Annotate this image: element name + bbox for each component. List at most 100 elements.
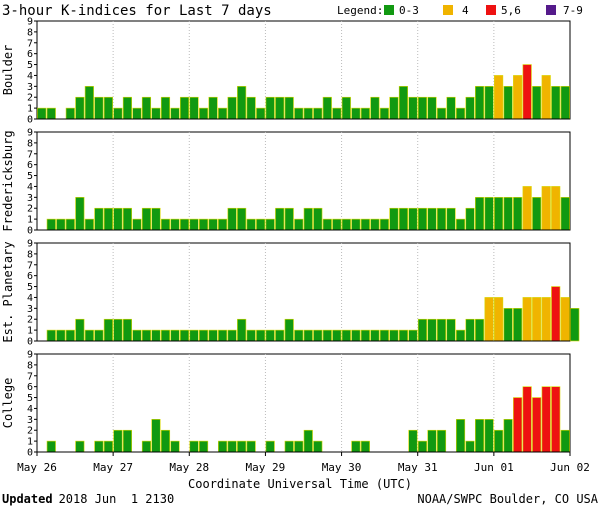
k-index-bar bbox=[218, 440, 228, 453]
k-index-bar bbox=[427, 318, 437, 342]
k-index-bar bbox=[551, 386, 561, 453]
y-tick-label: 9 bbox=[27, 239, 33, 250]
k-index-bar bbox=[46, 329, 56, 342]
legend-item-4: 4 bbox=[462, 4, 469, 17]
k-index-bar bbox=[322, 218, 332, 231]
y-tick-label: 1 bbox=[27, 215, 33, 226]
k-index-bar bbox=[341, 218, 351, 231]
y-tick-label: 2 bbox=[27, 204, 33, 215]
panel-label: College bbox=[1, 378, 15, 429]
k-index-bar bbox=[56, 218, 66, 231]
chart-title: 3-hour K-indices for Last 7 days bbox=[2, 3, 272, 19]
k-index-bar bbox=[446, 207, 456, 231]
x-tick-label: Jun 02 bbox=[550, 461, 590, 474]
y-tick-label: 5 bbox=[27, 393, 33, 404]
bar-series bbox=[46, 386, 570, 453]
k-index-bar bbox=[398, 329, 408, 342]
y-tick-label: 1 bbox=[27, 326, 33, 337]
k-index-bar bbox=[370, 96, 380, 120]
k-index-bar bbox=[465, 207, 475, 231]
y-tick-label: 8 bbox=[27, 249, 33, 260]
y-tick-label: 0 bbox=[27, 448, 33, 459]
k-index-bar bbox=[37, 107, 47, 120]
y-tick-label: 9 bbox=[27, 350, 33, 361]
k-index-bar bbox=[455, 419, 466, 453]
k-index-bar bbox=[227, 96, 237, 120]
updated-line: Updated 2018 Jun 1 2130 bbox=[2, 492, 174, 506]
k-index-bar bbox=[541, 186, 551, 231]
k-index-bar bbox=[446, 96, 456, 120]
k-index-bar bbox=[160, 429, 171, 453]
k-index-bar bbox=[360, 440, 370, 453]
k-index-bar bbox=[75, 197, 85, 231]
k-index-bar bbox=[522, 186, 532, 231]
k-index-bar bbox=[113, 207, 123, 231]
k-index-bar bbox=[160, 96, 171, 120]
k-index-bar bbox=[103, 207, 113, 231]
panels: 0123456789Boulder0123456789Fredericksbur… bbox=[1, 17, 580, 459]
x-tick-label: May 27 bbox=[93, 461, 133, 474]
k-index-bar bbox=[122, 429, 132, 453]
legend-swatch-5-6 bbox=[486, 5, 496, 15]
k-index-bar bbox=[370, 218, 380, 231]
y-tick-label: 0 bbox=[27, 115, 33, 126]
k-index-bar bbox=[141, 329, 152, 342]
k-index-bar bbox=[513, 197, 523, 231]
k-index-bar bbox=[351, 440, 361, 453]
k-index-bar bbox=[484, 419, 494, 453]
k-index-bar bbox=[436, 207, 447, 231]
y-tick-label: 2 bbox=[27, 93, 33, 104]
y-tick-label: 4 bbox=[27, 71, 33, 82]
k-index-bar bbox=[351, 107, 361, 120]
k-index-bar bbox=[341, 329, 351, 342]
updated-label: Updated bbox=[2, 492, 53, 506]
k-index-bar bbox=[237, 318, 247, 342]
y-tick-label: 0 bbox=[27, 226, 33, 237]
k-index-bar bbox=[256, 329, 266, 342]
k-index-bar bbox=[532, 86, 542, 120]
k-index-bar bbox=[199, 107, 209, 120]
k-index-bar bbox=[417, 96, 428, 120]
x-tick-label: May 29 bbox=[246, 461, 286, 474]
k-index-bar bbox=[541, 75, 551, 120]
y-tick-label: 8 bbox=[27, 138, 33, 149]
y-tick-label: 9 bbox=[27, 17, 33, 28]
k-index-bar bbox=[151, 329, 161, 342]
k-index-bar bbox=[294, 107, 304, 120]
k-index-bar bbox=[532, 397, 542, 453]
legend-label: Legend: bbox=[337, 4, 383, 17]
k-index-bar bbox=[141, 440, 152, 453]
k-index-bar bbox=[103, 440, 113, 453]
k-index-bar bbox=[103, 318, 113, 342]
k-index-bar bbox=[494, 297, 504, 342]
y-tick-label: 7 bbox=[27, 371, 33, 382]
k-index-bar bbox=[379, 107, 389, 120]
k-index-bar bbox=[522, 386, 532, 453]
k-index-bar bbox=[160, 329, 171, 342]
k-index-bar bbox=[199, 440, 209, 453]
k-index-bar bbox=[303, 107, 313, 120]
k-index-bar bbox=[332, 218, 342, 231]
k-index-bar bbox=[94, 207, 104, 231]
k-index-bar bbox=[284, 96, 294, 120]
k-index-bar bbox=[484, 297, 494, 342]
y-tick-label: 7 bbox=[27, 149, 33, 160]
k-index-bar bbox=[237, 440, 247, 453]
k-index-bar bbox=[560, 86, 570, 120]
k-index-bar bbox=[475, 318, 485, 342]
k-index-bar bbox=[427, 207, 437, 231]
k-index-bar bbox=[199, 218, 209, 231]
k-index-bar bbox=[94, 96, 104, 120]
k-index-bar bbox=[513, 75, 523, 120]
k-index-bar bbox=[532, 197, 542, 231]
k-index-bar bbox=[113, 107, 123, 120]
k-index-bar bbox=[455, 218, 466, 231]
k-index-bar bbox=[408, 329, 418, 342]
k-index-bar bbox=[532, 297, 542, 342]
y-tick-label: 3 bbox=[27, 304, 33, 315]
k-index-bar bbox=[113, 429, 123, 453]
bar-series bbox=[37, 64, 570, 120]
y-tick-label: 3 bbox=[27, 415, 33, 426]
